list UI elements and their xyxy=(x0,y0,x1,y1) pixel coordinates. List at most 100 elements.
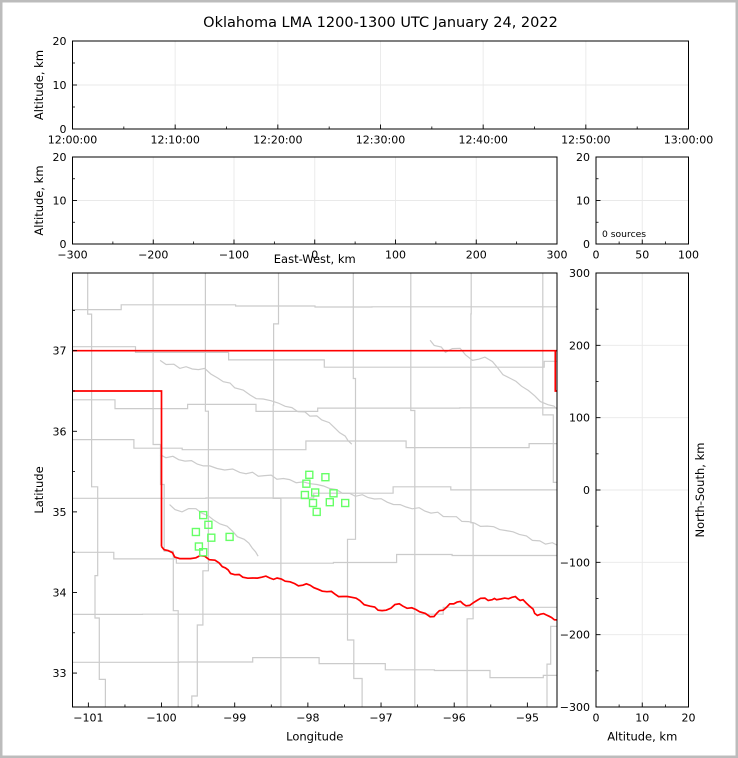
y-tick-label: 0 xyxy=(60,238,67,251)
x-tick-label: −98 xyxy=(296,712,319,725)
y-tick-label: 20 xyxy=(53,35,67,48)
station-marker xyxy=(329,489,338,498)
x-tick-label: 12:20:00 xyxy=(253,134,302,147)
panel-ns-height: 0 10 20 −300 −200 −100 0 100 200 300 Altitude, km N… xyxy=(560,267,707,744)
x-tick-label: 13:00:00 xyxy=(664,134,713,147)
x-tick-label: 0 xyxy=(311,249,318,262)
station-marker xyxy=(198,548,208,557)
station-marker xyxy=(204,520,213,529)
x-tick-label: −200 xyxy=(138,249,168,262)
station-marker xyxy=(305,470,314,479)
x-tick-label: 12:00:00 xyxy=(48,134,97,147)
state-border-missouri xyxy=(554,350,557,392)
y-axis-label-right: North-South, km xyxy=(693,443,707,538)
x-axis-label: East-West, km xyxy=(274,252,356,266)
y-axis-label: Altitude, km xyxy=(32,165,46,235)
y-tick-label: 200 xyxy=(569,339,590,352)
county-line xyxy=(346,273,363,707)
state-border-panhandle xyxy=(72,390,163,547)
county-line xyxy=(152,273,179,707)
x-tick-label: 100 xyxy=(678,249,699,262)
figure-title: Oklahoma LMA 1200-1300 UTC January 24, 2… xyxy=(203,15,558,31)
county-line xyxy=(72,551,557,564)
panel-plan: −101 −100 −99 −98 −97 −96 −95 33 34 35 36 37 Longitu… xyxy=(32,272,558,744)
y-tick-label: −300 xyxy=(560,701,590,714)
station-marker xyxy=(225,532,234,542)
y-tick-label: 35 xyxy=(53,506,67,519)
x-tick-label: 100 xyxy=(385,249,406,262)
x-tick-label: 200 xyxy=(466,249,487,262)
county-line xyxy=(191,273,209,707)
y-tick-label: 0 xyxy=(583,484,590,497)
y-tick-label: 300 xyxy=(569,267,590,280)
x-tick-label: −100 xyxy=(146,712,176,725)
x-tick-label: 20 xyxy=(682,712,696,725)
x-tick-label: −97 xyxy=(369,712,392,725)
map-content xyxy=(72,273,557,707)
panel-time-height: 12:00:00 12:10:00 12:20:00 12:30:00 12:40:00… xyxy=(32,35,713,147)
y-tick-label: 10 xyxy=(576,195,590,208)
y-tick-label: 20 xyxy=(53,151,67,164)
county-line xyxy=(72,304,557,311)
x-tick-label: −95 xyxy=(516,712,539,725)
x-axis-label: Longitude xyxy=(286,730,343,744)
station-marker xyxy=(300,490,310,500)
y-tick-label: 10 xyxy=(53,195,67,208)
county-line xyxy=(72,346,557,368)
river xyxy=(169,504,259,557)
station-marker xyxy=(321,473,330,482)
y-tick-label: −200 xyxy=(560,629,590,642)
y-tick-label: 0 xyxy=(60,123,67,136)
river xyxy=(159,359,353,445)
county-line xyxy=(542,273,557,707)
state-border-red-river xyxy=(160,545,557,621)
x-tick-label: 300 xyxy=(547,249,568,262)
x-tick-label: −101 xyxy=(73,712,103,725)
y-tick-label: 36 xyxy=(53,425,67,438)
station-marker xyxy=(191,527,201,537)
x-tick-label: 0 xyxy=(593,712,600,725)
county-line xyxy=(410,273,416,707)
station-marker xyxy=(312,507,321,517)
y-tick-label: 0 xyxy=(583,238,590,251)
county-line xyxy=(72,606,557,615)
x-tick-label: 12:40:00 xyxy=(458,134,507,147)
x-tick-label: −99 xyxy=(223,712,246,725)
y-tick-label: 37 xyxy=(53,345,67,358)
x-tick-label: 0 xyxy=(593,249,600,262)
station-marker xyxy=(302,479,311,488)
panel-alt-hist: 0 50 100 0 10 20 0 sources xyxy=(576,151,699,262)
axes-spine xyxy=(72,272,558,708)
station-marker xyxy=(325,498,334,507)
y-tick-label: 33 xyxy=(53,667,67,680)
county-line xyxy=(72,439,557,451)
x-tick-label: −300 xyxy=(57,249,87,262)
y-tick-label: 20 xyxy=(576,151,590,164)
county-line xyxy=(72,657,557,679)
station-marker xyxy=(341,498,350,508)
x-tick-label: 50 xyxy=(635,249,649,262)
station-marker xyxy=(207,533,216,542)
county-line xyxy=(272,273,282,707)
y-axis-label: Latitude xyxy=(32,466,46,513)
station-marker xyxy=(311,488,320,497)
panel-ew-height: −300 −200 −100 0 100 200 300 0 10 20 East-West, km… xyxy=(32,151,568,266)
x-tick-label: 12:10:00 xyxy=(150,134,199,147)
x-tick-label: 12:30:00 xyxy=(356,134,405,147)
y-tick-label: 100 xyxy=(569,412,590,425)
station-marker xyxy=(308,498,318,508)
river xyxy=(159,454,557,546)
y-tick-label: 10 xyxy=(53,79,67,92)
x-tick-label: −96 xyxy=(443,712,466,725)
source-count-annotation: 0 sources xyxy=(602,229,646,240)
x-axis-label: Altitude, km xyxy=(607,730,677,744)
x-tick-label: 10 xyxy=(635,712,649,725)
station-marker xyxy=(198,510,208,520)
y-tick-label: 34 xyxy=(53,586,67,599)
station-marker xyxy=(194,542,204,551)
county-line xyxy=(72,399,557,412)
x-tick-label: 12:50:00 xyxy=(561,134,610,147)
